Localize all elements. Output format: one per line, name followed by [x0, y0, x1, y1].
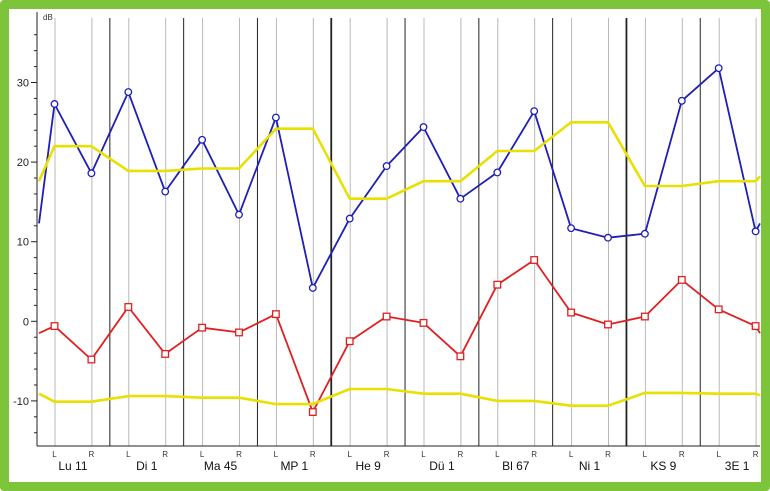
side-label: L: [126, 450, 131, 459]
data-point: [124, 303, 133, 311]
side-label: L: [200, 450, 205, 459]
x-category-label: Ma 45: [204, 459, 238, 473]
side-label: R: [310, 450, 316, 459]
series-line: [38, 259, 761, 413]
data-point: [419, 123, 428, 132]
data-point: [87, 169, 96, 178]
x-category-label: Lu 11: [58, 459, 87, 473]
data-point: [677, 96, 686, 105]
data-point: [198, 323, 207, 332]
data-point: [640, 229, 649, 238]
data-point: [308, 408, 317, 416]
data-point: [50, 100, 59, 108]
y-tick-label: -10: [13, 396, 29, 408]
data-point: [567, 224, 576, 233]
data-point: [604, 233, 612, 242]
data-point: [382, 162, 391, 171]
data-point: [456, 194, 465, 203]
data-point: [271, 310, 280, 319]
side-label: R: [162, 450, 168, 459]
series-line: [38, 67, 761, 289]
side-label: R: [605, 450, 611, 459]
data-point: [419, 318, 428, 327]
data-point: [345, 214, 354, 223]
data-point: [456, 352, 465, 361]
x-category-label: Di 1: [136, 459, 158, 473]
side-label: R: [236, 450, 242, 459]
data-point: [87, 355, 96, 364]
data-point: [714, 305, 723, 314]
x-category-label: Bl 67: [502, 459, 530, 473]
data-point: [50, 322, 59, 331]
x-category-label: Ni 1: [579, 459, 601, 473]
side-label: L: [716, 450, 721, 459]
y-tick-label: 10: [17, 237, 29, 249]
data-point: [604, 320, 612, 329]
data-point: [382, 312, 391, 321]
data-point: [677, 275, 686, 284]
data-point: [751, 227, 760, 236]
y-tick-label: 20: [17, 157, 29, 169]
data-point: [493, 168, 502, 177]
x-category-label: KS 9: [650, 459, 676, 473]
data-point: [198, 135, 207, 144]
data-point: [161, 187, 170, 196]
side-label: R: [89, 450, 95, 459]
x-category-label: 3E 1: [725, 459, 750, 473]
side-label: L: [347, 450, 352, 459]
data-point: [235, 328, 243, 337]
side-label: R: [384, 450, 390, 459]
side-label: L: [569, 450, 574, 459]
side-label: L: [274, 450, 279, 459]
data-point: [345, 337, 354, 346]
data-point: [124, 88, 133, 97]
data-point: [530, 107, 539, 116]
y-tick-label: 0: [23, 316, 29, 328]
data-point: [751, 322, 760, 331]
y-tick-label: 30: [17, 78, 29, 90]
side-label: L: [643, 450, 648, 459]
data-point: [271, 113, 280, 122]
x-category-label: MP 1: [280, 459, 308, 473]
y-axis-unit: dB: [43, 13, 53, 22]
data-point: [567, 308, 576, 317]
x-category-label: Dü 1: [429, 459, 455, 473]
side-label: L: [52, 450, 57, 459]
side-label: R: [458, 450, 464, 459]
reference-line: [37, 121, 761, 200]
data-point: [493, 280, 502, 289]
data-point: [308, 283, 317, 292]
side-label: R: [753, 450, 759, 459]
side-label: L: [495, 450, 500, 459]
data-point: [714, 64, 723, 73]
side-label: R: [679, 450, 685, 459]
data-point: [235, 210, 243, 219]
data-point: [640, 312, 649, 321]
side-label: L: [421, 450, 426, 459]
reference-line: [38, 387, 761, 408]
data-point: [161, 349, 170, 358]
data-point: [530, 256, 539, 264]
x-category-label: He 9: [355, 459, 381, 473]
side-label: R: [531, 450, 537, 459]
